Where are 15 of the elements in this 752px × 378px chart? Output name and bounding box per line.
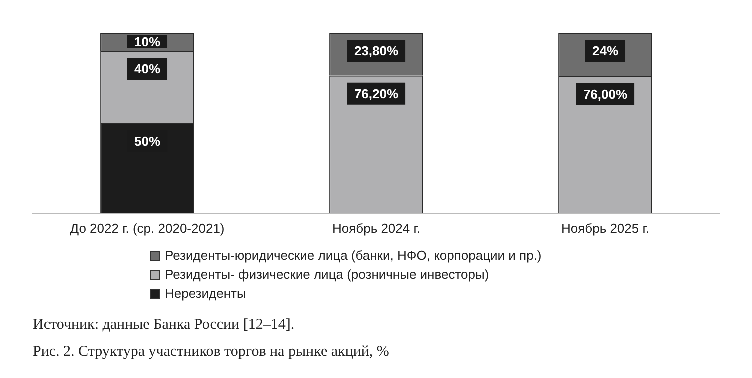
text: Рис. 2. Структура участников торгов на рынке акций, % [33, 343, 390, 362]
x-tick-label: Ноябрь 2024 г. [332, 220, 421, 236]
x-tick-label: До 2022 г. (ср. 2020-2021) [70, 220, 225, 236]
data-label: 23,80% [354, 44, 399, 59]
text: Источник: данные Банка России [12–14]. [33, 316, 296, 335]
data-label: 24% [592, 44, 619, 59]
data-label: 40% [134, 62, 161, 77]
legend-label: Резиденты-юридические лица (банки, НФО, корпорации и пр.) [165, 247, 542, 265]
legend-label: Резиденты- физические лица (розничные инвесторы) [165, 266, 490, 284]
x-tick-label: Ноябрь 2025 г. [561, 220, 650, 236]
data-label: 10% [134, 34, 161, 50]
data-label: 50% [134, 134, 161, 149]
legend-label: Нерезиденты [165, 285, 246, 303]
data-label: 76,20% [354, 86, 399, 102]
data-label: 76,00% [583, 86, 628, 102]
